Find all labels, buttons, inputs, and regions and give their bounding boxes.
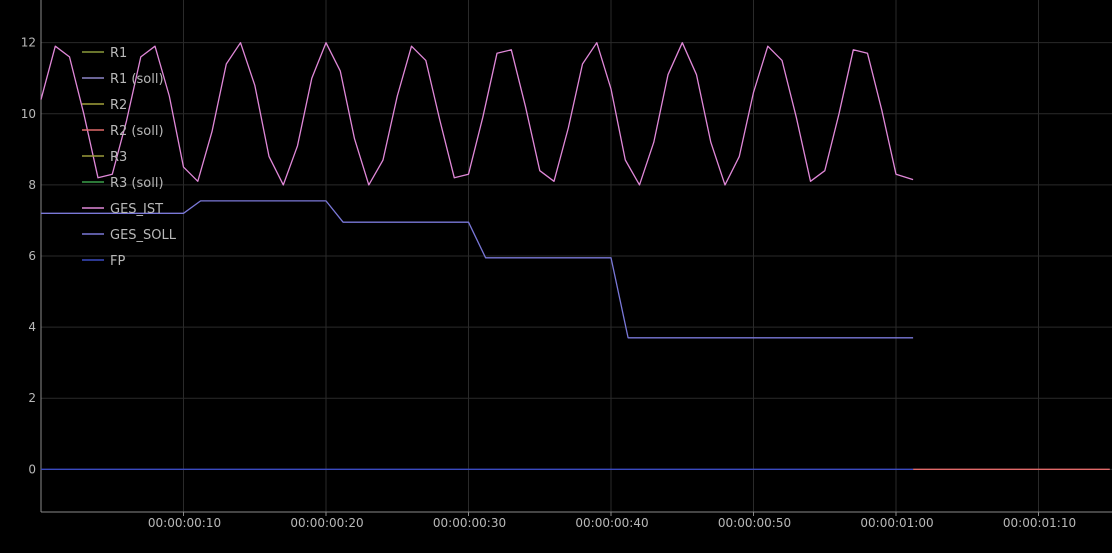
x-tick-label: 00:00:01:10	[1003, 516, 1076, 530]
y-tick-label: 8	[28, 178, 36, 192]
y-tick-label: 4	[28, 320, 36, 334]
legend-item: R3 (soll)	[82, 176, 164, 191]
legend-item: R1	[82, 46, 127, 61]
legend: R1 R1 (soll) R2 R2 (soll) R3 R3 (soll) GES_IST…	[82, 46, 177, 269]
x-tick-label: 00:00:00:30	[433, 516, 506, 530]
y-tick-label: 6	[28, 249, 36, 263]
legend-item: GES_IST	[82, 202, 163, 217]
x-tick-label: 00:00:00:10	[148, 516, 221, 530]
legend-label: GES_IST	[110, 202, 163, 217]
legend-item: R1 (soll)	[82, 72, 164, 87]
y-tick-label: 12	[21, 36, 36, 50]
legend-label: GES_SOLL	[110, 228, 177, 243]
series-line-ges-ist	[40, 42, 914, 186]
x-tick-label: 00:00:00:50	[718, 516, 791, 530]
legend-label: R1 (soll)	[110, 72, 164, 87]
y-tick-label: 10	[21, 107, 36, 121]
y-tick-label: 2	[28, 391, 36, 405]
legend-label: R3 (soll)	[110, 176, 164, 191]
legend-label: R2 (soll)	[110, 124, 164, 139]
x-tick-label: 00:00:01:00	[860, 516, 933, 530]
legend-item: R2 (soll)	[82, 124, 164, 139]
legend-label: FP	[110, 254, 125, 269]
legend-item: R2	[82, 98, 127, 113]
y-tick-labels: 0 2 4 6 8 10 12	[21, 36, 36, 477]
x-tick-label: 00:00:00:40	[575, 516, 648, 530]
x-tick-label: 00:00:00:20	[290, 516, 363, 530]
legend-item: GES_SOLL	[82, 228, 177, 243]
legend-label: R2	[110, 98, 127, 113]
y-tick-label: 0	[28, 462, 36, 476]
legend-label: R3	[110, 150, 127, 165]
grid	[41, 0, 1112, 512]
legend-item: R3	[82, 150, 127, 165]
series-line-ges-soll	[41, 200, 914, 339]
legend-label: R1	[110, 46, 127, 61]
legend-item: FP	[82, 254, 125, 269]
series-lines	[40, 42, 1110, 470]
axes	[40, 0, 1112, 516]
x-tick-labels: 00:00:00:10 00:00:00:20 00:00:00:30 00:00:0…	[148, 516, 1076, 530]
